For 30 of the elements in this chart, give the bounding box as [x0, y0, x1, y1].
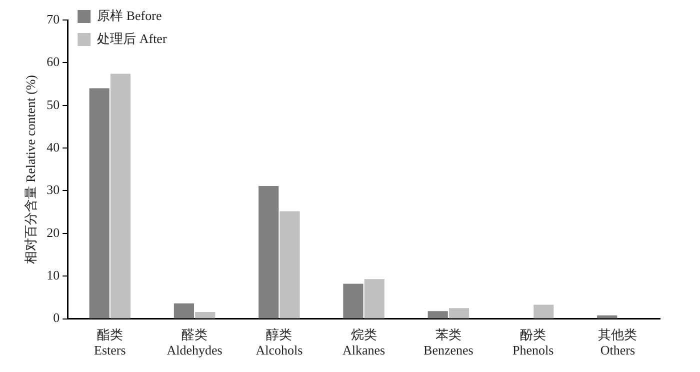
y-tick-label: 60: [46, 54, 60, 70]
legend-label: 处理后 After: [97, 30, 168, 46]
y-tick-label: 10: [46, 268, 60, 283]
x-tick-label: 酯类 Esters: [94, 327, 126, 358]
x-tick-label: 酚类 Phenols: [512, 327, 554, 358]
x-tick-label: 醛类 Aldehydes: [166, 327, 222, 358]
bar: [448, 308, 470, 318]
y-tick-label: 30: [46, 182, 60, 198]
bar: [174, 303, 194, 318]
x-tick-label: 其他类 Others: [598, 327, 638, 358]
x-tick-label: 烷类 Alkanes: [342, 327, 386, 358]
bar: [343, 284, 364, 318]
x-tick-label: 苯类 Benzenes: [424, 327, 474, 358]
y-tick-label: 40: [46, 139, 60, 154]
bar: [258, 186, 279, 318]
y-tick-label: 50: [46, 96, 60, 112]
bar: [110, 74, 131, 318]
bar: [195, 312, 216, 318]
x-tick-label: 醇类 Alcohols: [256, 327, 303, 358]
y-tick-label: 20: [46, 224, 60, 240]
bar: [364, 279, 384, 318]
y-tick-label: 0: [53, 310, 60, 326]
legend-label: 原样 Before: [97, 8, 162, 23]
bar: [89, 88, 110, 318]
bar: [428, 311, 448, 318]
bar: [534, 304, 554, 318]
bar: [597, 315, 618, 318]
y-axis-title: 相对百分含量 Relative content (%): [23, 74, 38, 264]
y-tick-label: 70: [46, 11, 60, 26]
bar: [280, 211, 300, 318]
